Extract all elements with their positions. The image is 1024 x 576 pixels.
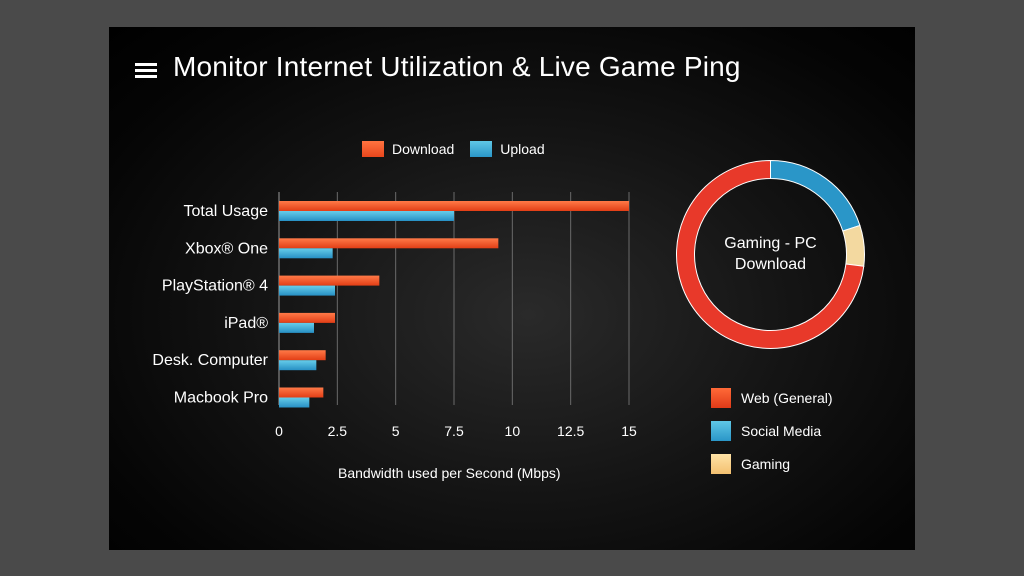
legend-label-web: Web (General)	[741, 390, 833, 406]
legend-label-social: Social Media	[741, 423, 822, 439]
category-label: Desk. Computer	[152, 352, 268, 369]
legend-item-download[interactable]: Download	[362, 141, 454, 157]
bar-download[interactable]	[279, 238, 499, 249]
bar-upload[interactable]	[279, 360, 317, 371]
legend-item-social[interactable]: Social Media	[711, 420, 833, 442]
bar-download[interactable]	[279, 201, 629, 211]
x-tick-label: 12.5	[557, 423, 584, 439]
x-axis-label: Bandwidth used per Second (Mbps)	[338, 465, 561, 481]
bar-download[interactable]	[279, 350, 326, 361]
donut-slice-social-media[interactable]	[770, 159, 861, 232]
x-tick-label: 0	[275, 423, 283, 439]
category-label: Macbook Pro	[174, 390, 268, 407]
donut-slice-web-general[interactable]	[676, 159, 865, 349]
upload-swatch	[470, 141, 493, 157]
page-title: Monitor Internet Utilization & Live Game…	[173, 51, 741, 82]
app-screen: Monitor Internet Utilization & Live Game…	[109, 27, 915, 550]
x-tick-label: 5	[392, 423, 400, 439]
bandwidth-bar-chart: 0 2.5 5 7.5 10 12.5 15 Total Usage Xbox® One Play…	[152, 192, 637, 439]
hamburger-menu-icon[interactable]	[135, 62, 157, 80]
bar-download[interactable]	[279, 275, 380, 286]
bar-upload[interactable]	[279, 211, 454, 221]
bar-upload[interactable]	[279, 397, 310, 408]
donut-chart: Gaming - PC Download	[673, 157, 868, 352]
donut-svg	[676, 159, 865, 349]
social-swatch	[711, 421, 731, 441]
legend-label-download: Download	[392, 141, 455, 157]
category-label: Xbox® One	[185, 240, 268, 257]
bar-upload[interactable]	[279, 322, 314, 333]
donut-center-line1: Gaming - PC	[724, 235, 817, 252]
category-label: PlayStation® 4	[162, 278, 268, 295]
x-tick-label: 7.5	[444, 423, 464, 439]
donut-center-label: Gaming - PC Download	[673, 233, 868, 275]
bar-upload[interactable]	[279, 285, 335, 296]
bar-download[interactable]	[279, 312, 335, 323]
donut-center-line2: Download	[734, 256, 807, 273]
legend-label-gaming: Gaming	[741, 456, 791, 472]
category-label: iPad®	[224, 315, 268, 332]
legend-item-web[interactable]: Web (General)	[711, 387, 833, 409]
web-swatch	[711, 388, 731, 408]
gaming-swatch	[711, 454, 731, 474]
x-tick-label: 10	[505, 423, 521, 439]
legend-item-upload[interactable]: Upload	[470, 141, 545, 157]
x-tick-label: 2.5	[328, 423, 348, 439]
bar-download[interactable]	[279, 387, 324, 398]
donut-legend: Web (General) Social Media Gaming	[711, 387, 833, 486]
x-tick-label: 15	[621, 423, 637, 439]
legend-label-upload: Upload	[500, 141, 545, 157]
legend-item-gaming[interactable]: Gaming	[711, 453, 833, 475]
category-label: Total Usage	[184, 203, 269, 220]
bar-chart-legend: Download Upload	[362, 141, 561, 157]
download-swatch	[362, 141, 384, 157]
bar-upload[interactable]	[279, 248, 333, 259]
